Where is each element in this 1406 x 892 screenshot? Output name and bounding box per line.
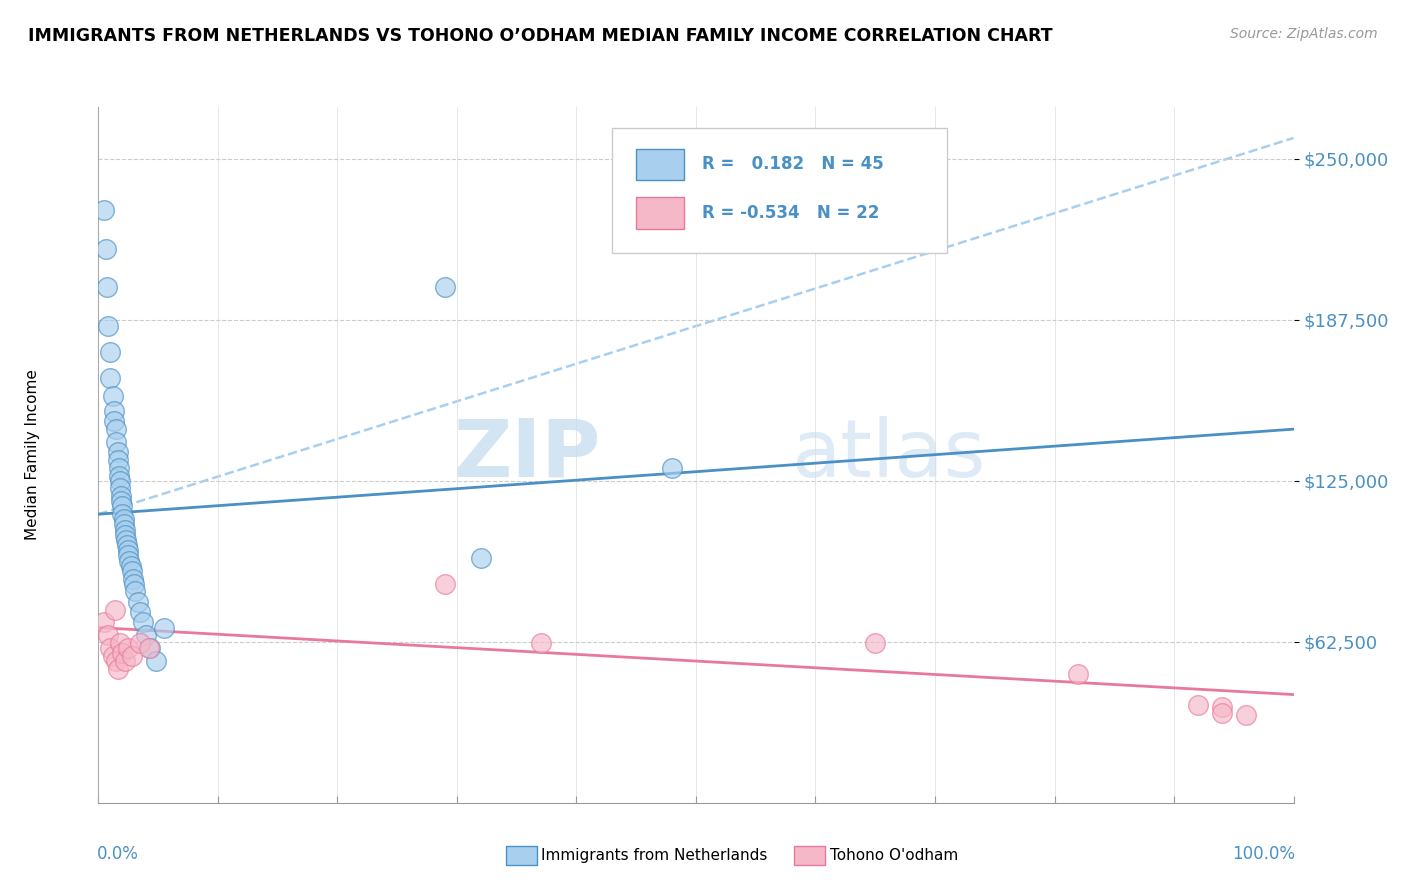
Point — [1211, 706, 1233, 720]
Text: 0.0%: 0.0% — [97, 845, 139, 863]
Point — [138, 641, 160, 656]
Point — [111, 507, 134, 521]
Point — [470, 551, 492, 566]
Point — [139, 641, 162, 656]
Point — [107, 662, 129, 676]
Point — [98, 344, 122, 359]
Point — [103, 414, 125, 428]
Point — [97, 628, 120, 642]
Point — [105, 422, 128, 436]
Point — [131, 615, 153, 630]
FancyBboxPatch shape — [636, 149, 685, 180]
Point — [108, 482, 131, 496]
Point — [1211, 700, 1233, 714]
Point — [124, 576, 146, 591]
Text: Immigrants from Netherlands: Immigrants from Netherlands — [541, 848, 768, 863]
Text: Source: ZipAtlas.com: Source: ZipAtlas.com — [1230, 27, 1378, 41]
Text: Median Family Income: Median Family Income — [25, 369, 41, 541]
Point — [135, 628, 157, 642]
Point — [97, 319, 120, 334]
Point — [117, 543, 139, 558]
Point — [117, 549, 139, 563]
Point — [153, 621, 176, 635]
Point — [114, 523, 136, 537]
Point — [110, 489, 132, 503]
Point — [114, 654, 136, 668]
Point — [107, 468, 129, 483]
Point — [121, 564, 143, 578]
Point — [863, 636, 886, 650]
Point — [111, 500, 134, 514]
FancyBboxPatch shape — [636, 197, 685, 229]
Point — [94, 242, 117, 256]
FancyBboxPatch shape — [612, 128, 946, 253]
Point — [1187, 698, 1209, 712]
Point — [110, 494, 132, 508]
Point — [120, 558, 142, 573]
Point — [117, 641, 139, 656]
Point — [101, 389, 124, 403]
Point — [101, 648, 124, 663]
Point — [107, 453, 129, 467]
Point — [112, 512, 135, 526]
Point — [118, 553, 141, 567]
Point — [96, 280, 118, 294]
Point — [98, 641, 122, 656]
Point — [103, 404, 125, 418]
Point — [114, 528, 136, 542]
Point — [115, 538, 138, 552]
Text: IMMIGRANTS FROM NETHERLANDS VS TOHONO O’ODHAM MEDIAN FAMILY INCOME CORRELATION C: IMMIGRANTS FROM NETHERLANDS VS TOHONO O’… — [28, 27, 1053, 45]
Point — [107, 445, 129, 459]
Point — [98, 370, 122, 384]
Point — [105, 435, 128, 450]
Point — [1067, 667, 1090, 681]
Point — [529, 636, 551, 650]
Text: R =   0.182   N = 45: R = 0.182 N = 45 — [702, 155, 884, 173]
Point — [93, 615, 115, 630]
Point — [115, 533, 138, 547]
Point — [433, 576, 456, 591]
Point — [433, 280, 456, 294]
Text: Tohono O'odham: Tohono O'odham — [830, 848, 957, 863]
Point — [145, 654, 167, 668]
Point — [124, 584, 146, 599]
Point — [104, 602, 127, 616]
Point — [121, 648, 143, 663]
Point — [108, 636, 131, 650]
Point — [112, 517, 135, 532]
Point — [1234, 708, 1257, 723]
Point — [661, 460, 683, 475]
Text: R = -0.534   N = 22: R = -0.534 N = 22 — [702, 203, 879, 222]
Point — [107, 460, 129, 475]
Text: atlas: atlas — [792, 416, 986, 494]
Point — [108, 474, 131, 488]
Point — [111, 646, 134, 660]
Text: ZIP: ZIP — [453, 416, 600, 494]
Point — [122, 572, 145, 586]
Point — [129, 605, 152, 619]
Text: 100.0%: 100.0% — [1232, 845, 1295, 863]
Point — [105, 654, 128, 668]
Point — [129, 636, 152, 650]
Point — [93, 203, 115, 218]
Point — [127, 595, 149, 609]
